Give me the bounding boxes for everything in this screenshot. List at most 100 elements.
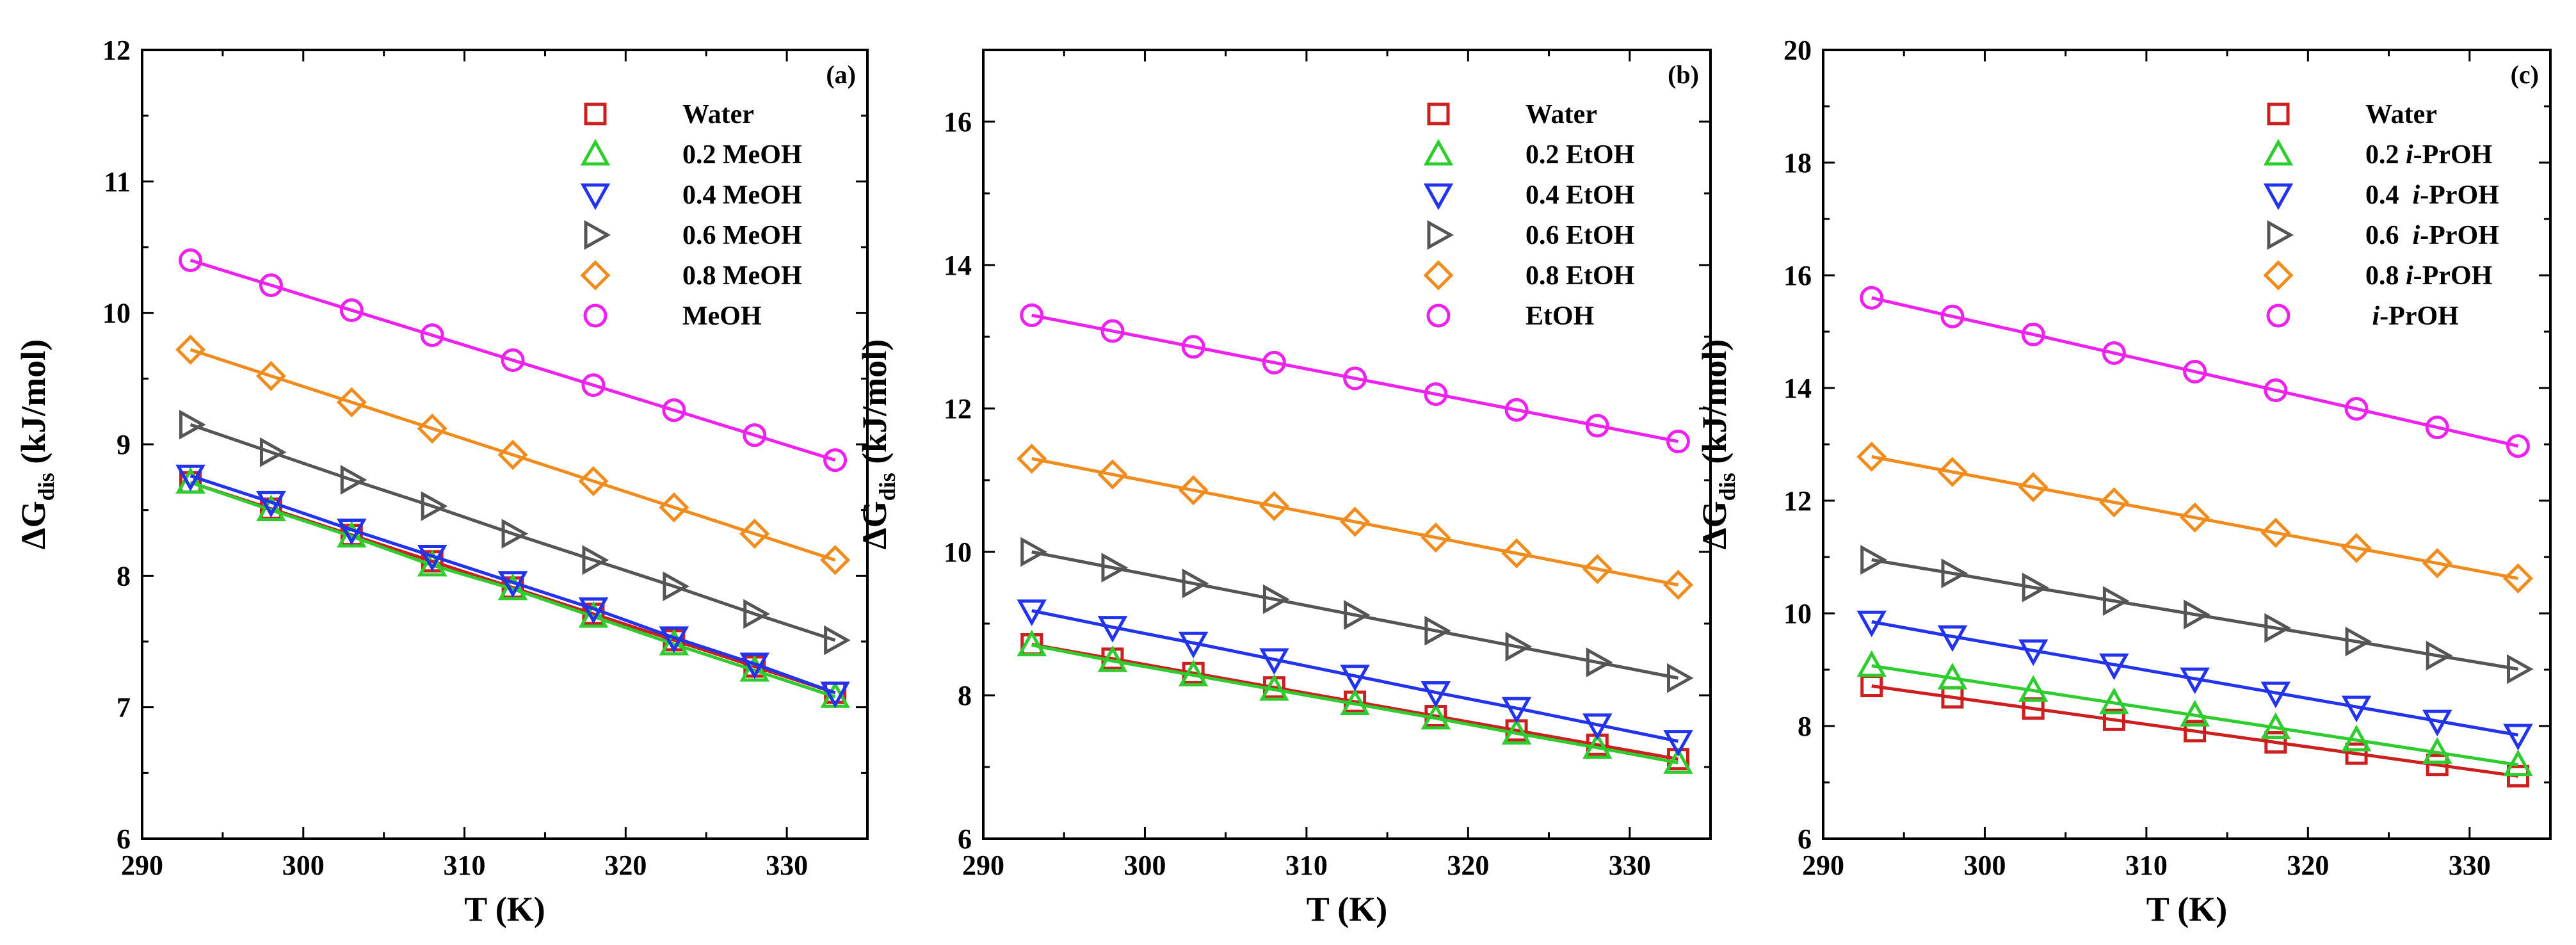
- data-point: [1101, 553, 1129, 583]
- series-5: [175, 334, 851, 576]
- data-point: [2422, 548, 2452, 579]
- data-point: [659, 492, 689, 523]
- legend-label-suffix: -PrOH: [2420, 221, 2499, 250]
- y-tick-label: 6: [1798, 823, 1812, 855]
- data-point: [582, 545, 609, 575]
- x-tick-label: 320: [2287, 850, 2329, 881]
- data-point: [2022, 572, 2049, 602]
- y-tick-label: 16: [944, 106, 972, 138]
- data-point: [2018, 675, 2049, 702]
- data-point: [1343, 366, 1367, 391]
- data-point: [2260, 517, 2291, 548]
- legend-marker: [584, 220, 611, 250]
- legend-label-italic: i: [2413, 181, 2420, 210]
- data-point: [2102, 708, 2125, 731]
- x-tick-label: 330: [2449, 850, 2491, 881]
- data-point: [1424, 615, 1451, 646]
- data-point: [256, 490, 286, 518]
- legend-label-prefix: 0.4: [2365, 181, 2413, 210]
- data-point: [1666, 430, 1691, 454]
- legend-label: 0.8 i-PrOH: [2365, 261, 2492, 291]
- y-tick-label: 6: [958, 823, 972, 855]
- series-4: [1020, 537, 1694, 693]
- x-tick-label: 330: [1609, 850, 1651, 881]
- legend-label: 0.4 EtOH: [1525, 181, 1634, 210]
- data-point: [2183, 359, 2207, 384]
- legend-label-prefix: [2365, 302, 2372, 331]
- legend-label: Water: [682, 100, 754, 129]
- y-tick-label: 10: [944, 537, 972, 568]
- data-point: [2098, 487, 2129, 518]
- y-tick-label: 16: [1783, 260, 1812, 291]
- y-tick-label: 12: [944, 393, 972, 424]
- panel-label: (c): [2511, 60, 2539, 89]
- legend-label: 0.8 EtOH: [1525, 261, 1634, 291]
- legend-label-prefix: 0.8: [2365, 261, 2406, 291]
- data-point: [1340, 506, 1371, 537]
- data-point: [1178, 475, 1209, 506]
- legend-marker: [2263, 183, 2294, 211]
- series-line: [1871, 296, 2519, 448]
- data-point: [1501, 718, 1532, 745]
- series-line: [1031, 550, 1678, 680]
- data-point: [2341, 695, 2372, 723]
- legend-label-italic: i: [2413, 221, 2420, 250]
- legend-label: 0.8 MeOH: [682, 261, 802, 291]
- data-point: [1501, 697, 1532, 724]
- x-tick-label: 330: [766, 850, 808, 881]
- data-point: [1020, 303, 1044, 327]
- data-point: [497, 573, 528, 601]
- data-point: [2503, 749, 2533, 777]
- y-tick-label: 8: [1798, 711, 1812, 742]
- y-tick-label: 20: [1783, 35, 1812, 66]
- series-line: [1031, 609, 1679, 743]
- y-tick-label: 8: [117, 560, 131, 592]
- data-point: [1262, 350, 1286, 375]
- data-point: [2426, 640, 2453, 671]
- series-5: [1856, 441, 2534, 594]
- legend-marker: [2263, 260, 2294, 291]
- legend-label: EtOH: [1525, 302, 1594, 331]
- data-point: [1421, 522, 1451, 553]
- series-line: [1031, 313, 1678, 443]
- data-point: [1667, 663, 1694, 693]
- legend: Water 0.2 EtOH 0.4 EtOH 0.6 EtOH 0.8 EtOH EtO…: [1423, 100, 1634, 331]
- series-line: [1031, 643, 1678, 764]
- data-point: [1178, 631, 1209, 659]
- data-point: [2264, 731, 2287, 754]
- data-point: [820, 681, 850, 709]
- data-point: [2260, 681, 2291, 709]
- y-axis-title-unit: (kJ/mol): [1695, 339, 1734, 473]
- data-point: [1585, 414, 1609, 438]
- legend-label-prefix: 0.6: [2365, 221, 2413, 250]
- data-point: [2507, 764, 2530, 788]
- data-point: [1937, 625, 1968, 652]
- y-axis-title-subscript: dis: [1714, 472, 1740, 501]
- series-2: [1017, 629, 1693, 774]
- legend-marker: [1423, 138, 1454, 166]
- legend-item: 0.6 MeOH: [584, 220, 802, 250]
- legend-label-suffix: -PrOH: [2420, 181, 2499, 210]
- legend-label-italic: i: [2372, 302, 2380, 331]
- plot-frame: [982, 49, 1712, 840]
- legend-label: Water: [2365, 100, 2437, 129]
- data-point: [1262, 584, 1290, 615]
- legend-item: Water: [584, 100, 754, 129]
- data-point: [1017, 443, 1047, 474]
- data-point: [1663, 730, 1693, 757]
- legend-item: MeOH: [583, 302, 762, 331]
- data-point: [1501, 538, 1532, 569]
- data-point: [420, 323, 444, 348]
- x-tick-label: 290: [1802, 850, 1844, 881]
- series-line: [189, 481, 836, 699]
- y-axis-title-subscript: dis: [33, 472, 59, 501]
- data-point: [1582, 554, 1613, 585]
- y-axis-title-unit: (kJ/mol): [14, 339, 52, 473]
- legend-marker: [580, 183, 611, 211]
- y-tick-label: 8: [958, 680, 972, 711]
- series-line: [1871, 664, 2518, 767]
- data-point: [497, 439, 528, 470]
- legend-label-suffix: -PrOH: [2413, 261, 2493, 291]
- legend-marker: [1426, 303, 1451, 328]
